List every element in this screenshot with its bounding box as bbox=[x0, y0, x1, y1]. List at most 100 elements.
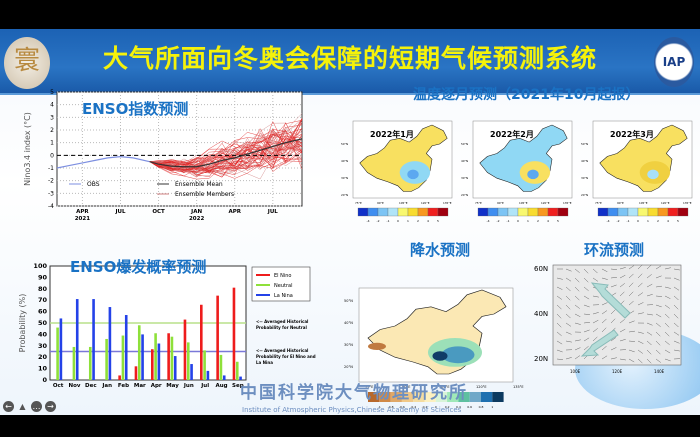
colorbar-label: 2 bbox=[657, 219, 659, 223]
wind-vector bbox=[673, 331, 680, 336]
ensemble-member-line bbox=[149, 151, 303, 180]
wind-vector bbox=[583, 286, 589, 292]
colorbar-swatch bbox=[377, 207, 389, 217]
ensemble-member-line bbox=[149, 120, 303, 164]
lon-label: 105°E bbox=[519, 201, 528, 205]
lat-label: 40°N bbox=[461, 159, 468, 163]
colorbar-swatch bbox=[557, 207, 569, 217]
wind-vector bbox=[637, 340, 644, 344]
colorbar-swatch bbox=[469, 392, 481, 402]
colorbar-label: 4 bbox=[667, 219, 669, 223]
bar-el-nino bbox=[151, 349, 154, 380]
bar-la-nina bbox=[206, 370, 210, 380]
colorbar-label: -0.4 bbox=[410, 405, 416, 409]
colorbar-label: 1 bbox=[647, 219, 649, 223]
wind-vector bbox=[655, 349, 661, 355]
wind-vector bbox=[655, 304, 662, 308]
x-tick-label: OCT bbox=[152, 209, 165, 215]
lon-label: 120E bbox=[612, 369, 623, 374]
lat-label: 40°N bbox=[581, 159, 588, 163]
bar-la-nina bbox=[124, 315, 128, 380]
wind-vector bbox=[619, 338, 626, 342]
wind-vector bbox=[664, 286, 671, 289]
lon-label: 135°E bbox=[563, 201, 572, 205]
y-tick-label: -3 bbox=[48, 190, 54, 197]
map-month-label: 2022年1月 bbox=[370, 129, 414, 139]
wind-vector bbox=[565, 295, 571, 301]
colorbar-swatch bbox=[397, 207, 409, 217]
x-tick-label: Dec bbox=[85, 383, 97, 388]
prev-slide-button[interactable]: ← bbox=[3, 401, 14, 412]
wind-vector bbox=[592, 328, 598, 333]
wind-vector bbox=[664, 358, 671, 362]
wind-vector bbox=[610, 276, 617, 279]
lat-label: 20°N bbox=[344, 365, 353, 369]
wind-vector bbox=[673, 322, 679, 328]
bar-la-nina bbox=[190, 364, 193, 380]
lat-label: 20N bbox=[534, 355, 548, 363]
x-tick-label: May bbox=[166, 383, 179, 388]
wind-vector bbox=[601, 302, 608, 306]
map-frame bbox=[552, 264, 682, 366]
lat-label: 60N bbox=[534, 265, 548, 273]
colorbar-label: -2 bbox=[377, 219, 380, 223]
colorbar-swatch bbox=[401, 392, 414, 402]
slide-header: 寰 大气所面向冬奥会保障的短期气候预测系统 IAP bbox=[0, 29, 700, 95]
bar-el-nino bbox=[183, 319, 187, 380]
bar-neutral bbox=[72, 346, 76, 380]
y-tick-label: -1 bbox=[48, 165, 54, 172]
wet-region-core bbox=[441, 346, 475, 364]
wind-vector bbox=[610, 268, 617, 270]
colorbar-label: 0.2 bbox=[445, 405, 450, 409]
wind-vector bbox=[646, 340, 652, 346]
reference-label: <-- Averaged Historical Probability for … bbox=[256, 319, 309, 330]
wind-vector bbox=[646, 331, 653, 336]
colorbar-label: -4 bbox=[487, 219, 490, 223]
lon-label: 75°E bbox=[365, 385, 373, 389]
lon-label: 90°E bbox=[402, 385, 410, 389]
bar-el-nino bbox=[200, 304, 203, 380]
wind-vector bbox=[673, 304, 679, 310]
colorbar-swatch bbox=[597, 207, 609, 217]
temperature-map: 2022年2月 50°N 40°N 30°N 20°N 75°E 90°E 105°E 120°… bbox=[461, 120, 573, 223]
wind-vector bbox=[619, 328, 626, 333]
wind-vector bbox=[592, 336, 598, 342]
wind-vector bbox=[556, 286, 563, 290]
next-slide-button[interactable]: → bbox=[45, 401, 56, 412]
lat-label: 40N bbox=[534, 310, 548, 318]
wind-vector bbox=[574, 339, 581, 342]
bar-neutral bbox=[56, 327, 59, 380]
wind-vector bbox=[664, 322, 670, 328]
ensemble-member-line bbox=[149, 120, 303, 178]
colorbar-swatch bbox=[657, 207, 669, 217]
x-tick-label: JUL bbox=[267, 209, 279, 215]
bar-neutral bbox=[219, 354, 223, 380]
wind-vector bbox=[574, 304, 580, 309]
colorbar-swatch bbox=[417, 207, 429, 217]
wind-vector bbox=[637, 282, 643, 288]
lon-label: 135°E bbox=[683, 201, 692, 205]
colorbar-swatch bbox=[492, 392, 504, 402]
legend-label: OBS bbox=[87, 181, 100, 188]
lon-label: 105°E bbox=[439, 385, 450, 389]
institute-name-cn: 中国科学院大气物理研究所 bbox=[240, 383, 468, 403]
wind-vector bbox=[637, 349, 643, 354]
wind-vector bbox=[628, 349, 635, 353]
wind-vector bbox=[628, 273, 634, 279]
map-month-label: 2022年3月 bbox=[610, 129, 654, 139]
lon-label: 135°E bbox=[443, 201, 452, 205]
bar-la-nina bbox=[108, 307, 112, 380]
more-options-button[interactable]: … bbox=[31, 401, 42, 412]
wind-vector bbox=[610, 357, 617, 360]
wind-vector bbox=[655, 295, 662, 297]
colorbar-swatch bbox=[447, 392, 459, 402]
china-map bbox=[367, 289, 507, 375]
lat-label: 50°N bbox=[344, 299, 353, 303]
ensemble-member-line bbox=[149, 118, 303, 173]
wind-vector bbox=[583, 295, 590, 300]
pen-tool-button[interactable]: ▲ bbox=[19, 402, 26, 411]
wind-vector bbox=[664, 349, 671, 354]
bar-la-nina bbox=[239, 376, 242, 380]
wind-vector bbox=[574, 268, 580, 273]
wind-vector bbox=[574, 313, 581, 317]
